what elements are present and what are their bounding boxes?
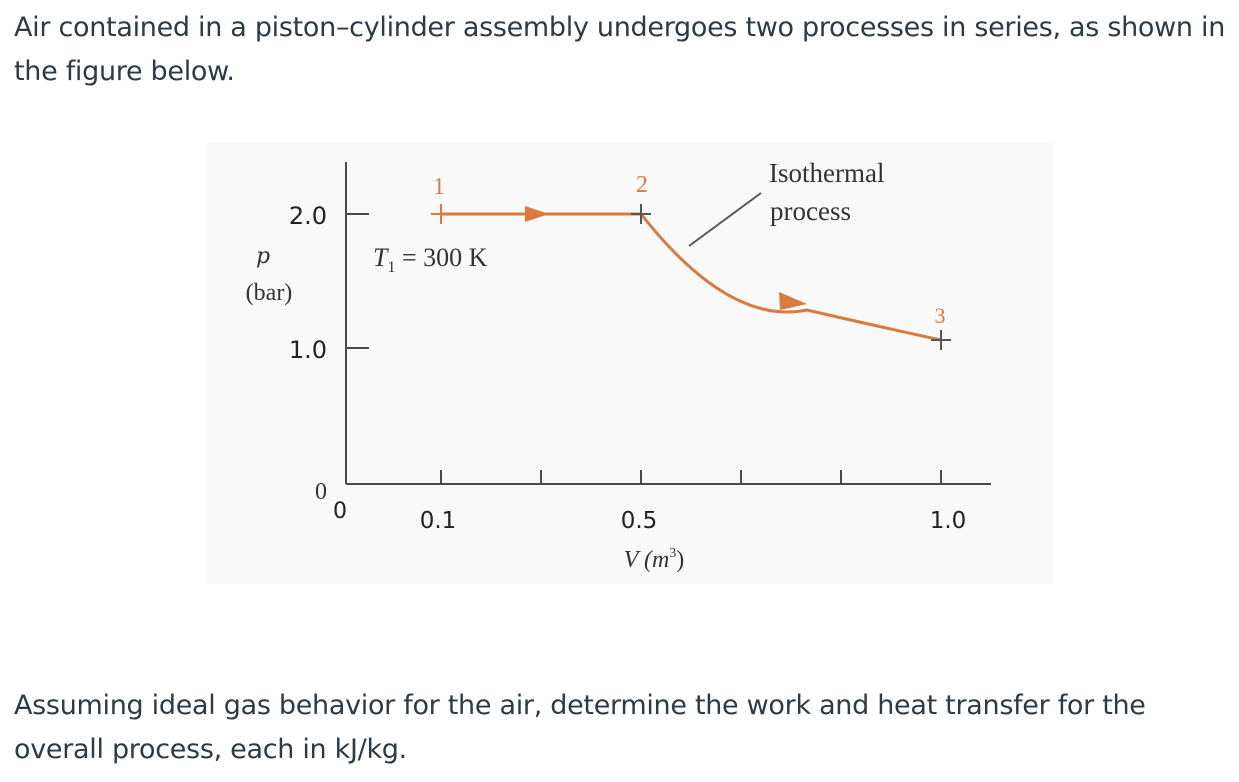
y-tick-label-2: 2.0: [289, 202, 327, 230]
state-1-label: 1: [433, 174, 445, 200]
initial-temp-rest: = 300 K: [395, 243, 487, 272]
x-axis-label-main: V (m: [624, 547, 670, 573]
initial-temperature-label: T1 = 300 K: [373, 243, 488, 276]
x-origin-label: 0: [333, 499, 347, 524]
process-2-3-arrow: [779, 292, 807, 310]
initial-temp-subscript: 1: [387, 259, 395, 276]
state-2-label: 2: [636, 172, 648, 198]
y-tick-label-1: 1.0: [289, 336, 327, 364]
problem-question-text: Assuming ideal gas behavior for the air,…: [14, 690, 1146, 765]
isothermal-label-line2: process: [770, 196, 851, 226]
isothermal-label-line1: Isothermal: [769, 158, 884, 188]
isothermal-leader-line: [688, 192, 762, 247]
pv-diagram-figure: 2.0 1.0 p (bar) 0 0 0.1 0.5 1.0 V (m3): [207, 142, 1053, 584]
problem-intro-text: Air contained in a piston–cylinder assem…: [14, 12, 1226, 87]
x-axis-label-sup: 3: [669, 546, 676, 561]
x-tick-label-1.0: 1.0: [930, 508, 967, 534]
x-tick-label-0.5: 0.5: [621, 508, 658, 534]
state-3-label: 3: [935, 303, 946, 328]
pv-diagram-svg: 2.0 1.0 p (bar) 0 0 0.1 0.5 1.0 V (m3): [246, 158, 991, 573]
x-axis-label: V (m3): [624, 546, 685, 573]
process-1-2-arrow: [525, 206, 549, 222]
process-2-3-curve: [639, 213, 942, 342]
y-axis-unit: (bar): [246, 280, 293, 306]
x-axis-label-end: ): [676, 547, 684, 573]
y-origin-label: 0: [315, 479, 327, 505]
y-axis-symbol: p: [256, 244, 270, 269]
initial-temp-symbol: T: [373, 243, 389, 272]
x-tick-label-0.1: 0.1: [420, 508, 457, 534]
